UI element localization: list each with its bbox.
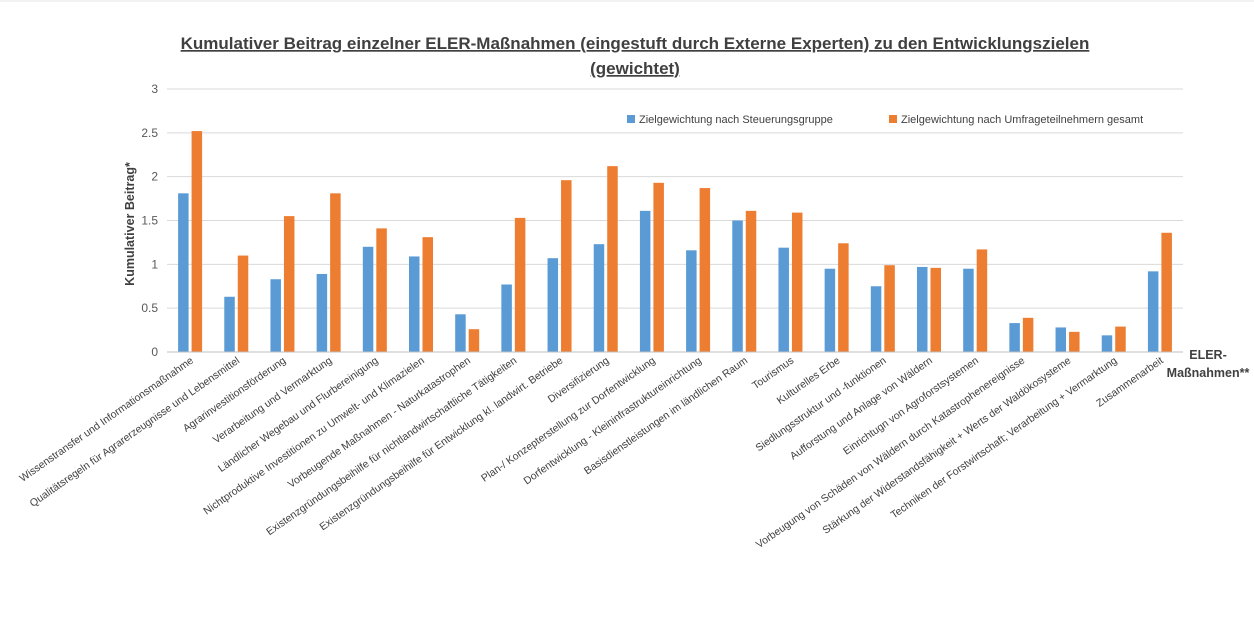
y-tick-label: 2 [151,170,158,184]
bar-series-1 [270,279,281,352]
bar-series-2 [376,228,387,352]
bar-series-2 [745,210,757,352]
y-tick-label: 0 [151,345,158,359]
bar-series-1 [1009,323,1020,352]
chart-title-line2: (gewichtet) [590,59,680,78]
x-tick-label: Plan-/ Konzepterstellung zur Dorfentwick… [479,355,658,485]
x-tick-label: Wissenstransfer und Informationsmaßnahme [17,355,196,485]
bar-series-2 [561,180,572,352]
bar-series-2 [422,237,433,352]
y-tick-label: 3 [151,82,158,96]
bar-series-2 [930,267,941,352]
bar-series-2 [237,255,249,352]
legend-label: Zielgewichtung nach Steuerungsgruppe [639,114,833,126]
legend-swatch [627,115,635,123]
bar-series-1 [547,258,559,352]
bar-series-1 [501,284,512,352]
bar-series-2 [514,217,526,352]
bar-series-1 [593,244,605,352]
chart-title-line1: Kumulativer Beitrag einzelner ELER-Maßna… [181,34,1090,53]
bar-series-2 [1022,317,1034,352]
x-tick-label: Qualitätsregeln für Agrarerzeugnisse und… [28,355,242,510]
bar-series-2 [1069,331,1080,352]
bar-series-1 [1147,271,1159,352]
y-axis-ticks: 0 0.5 1 1.5 2 2.5 3 [141,82,158,359]
bar-series-2 [1161,232,1172,352]
bar-series-2 [976,249,988,352]
legend: Zielgewichtung nach Steuerungsgruppe Ziel… [627,114,1143,126]
bar-series-2 [838,243,849,352]
bar-series-2 [1115,326,1126,352]
bar-series-2 [607,166,618,352]
y-tick-label: 1.5 [141,214,158,228]
bar-series-2 [653,182,664,352]
x-axis-label-line1: ELER- [1189,348,1227,362]
bar-series-1 [870,286,882,352]
bar-series-1 [917,266,928,352]
legend-swatch [889,115,897,123]
bar-series-2 [283,216,295,352]
bar-series-1 [409,256,420,352]
bar-series-1 [1055,327,1067,352]
bars [178,131,1172,352]
bar-series-1 [178,193,189,352]
bar-series-2 [884,265,895,352]
bar-series-1 [963,268,974,352]
x-tick-label: Basisdienstleistungen im ländlichen Raum [582,354,750,477]
bar-series-1 [686,250,697,352]
bar-series-2 [191,131,203,352]
bar-series-1 [362,246,374,352]
bar-series-1 [824,268,836,352]
x-axis-label-line2: Maßnahmen** [1167,366,1250,380]
y-axis-label: Kumulativer Beitrag* [123,162,137,286]
bar-series-2 [330,193,341,352]
y-tick-label: 1 [151,257,158,271]
bar-series-1 [316,273,328,352]
bar-series-1 [1101,335,1113,352]
bar-series-1 [455,314,466,352]
y-tick-label: 2.5 [141,126,158,140]
bar-series-2 [699,188,711,352]
legend-label: Zielgewichtung nach Umfrageteilnehmern g… [901,114,1143,126]
bar-series-1 [224,296,235,352]
bar-series-1 [639,210,651,352]
bar-series-2 [791,212,803,352]
bar-series-1 [732,220,743,352]
bar-series-1 [778,247,789,352]
x-axis-ticks: Wissenstransfer und Informationsmaßnahme… [17,354,1165,550]
bar-series-2 [468,329,480,352]
y-tick-label: 0.5 [141,301,158,315]
